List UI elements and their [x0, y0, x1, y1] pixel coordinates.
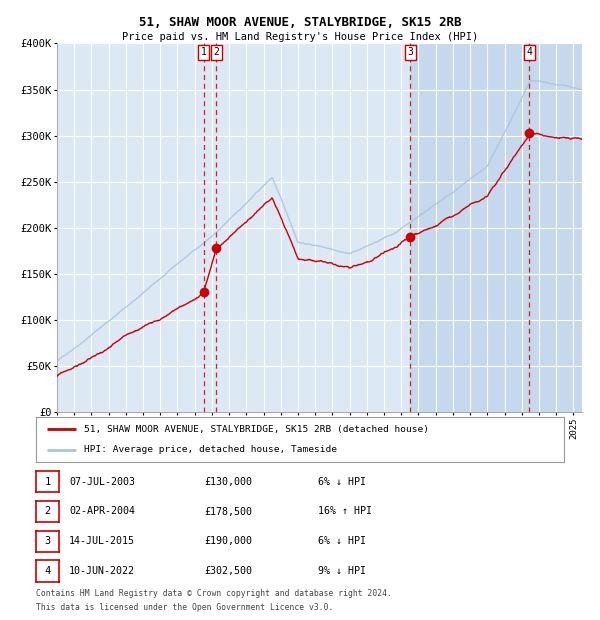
Text: 1: 1: [201, 47, 206, 57]
Text: Price paid vs. HM Land Registry's House Price Index (HPI): Price paid vs. HM Land Registry's House …: [122, 32, 478, 42]
Text: 10-JUN-2022: 10-JUN-2022: [69, 566, 135, 576]
Text: 14-JUL-2015: 14-JUL-2015: [69, 536, 135, 546]
Text: Contains HM Land Registry data © Crown copyright and database right 2024.: Contains HM Land Registry data © Crown c…: [36, 589, 392, 598]
Text: 6% ↓ HPI: 6% ↓ HPI: [318, 536, 366, 546]
Text: £130,000: £130,000: [204, 477, 252, 487]
Text: £190,000: £190,000: [204, 536, 252, 546]
Text: 4: 4: [526, 47, 532, 57]
Text: 16% ↑ HPI: 16% ↑ HPI: [318, 507, 372, 516]
Text: 4: 4: [44, 566, 50, 576]
Text: 51, SHAW MOOR AVENUE, STALYBRIDGE, SK15 2RB: 51, SHAW MOOR AVENUE, STALYBRIDGE, SK15 …: [139, 16, 461, 29]
Text: 9% ↓ HPI: 9% ↓ HPI: [318, 566, 366, 576]
Text: 07-JUL-2003: 07-JUL-2003: [69, 477, 135, 487]
Text: 02-APR-2004: 02-APR-2004: [69, 507, 135, 516]
Text: £302,500: £302,500: [204, 566, 252, 576]
Text: HPI: Average price, detached house, Tameside: HPI: Average price, detached house, Tame…: [83, 445, 337, 454]
Text: 2: 2: [44, 507, 50, 516]
Text: 3: 3: [44, 536, 50, 546]
Text: £178,500: £178,500: [204, 507, 252, 516]
Text: 2: 2: [213, 47, 219, 57]
Text: 1: 1: [44, 477, 50, 487]
Text: This data is licensed under the Open Government Licence v3.0.: This data is licensed under the Open Gov…: [36, 603, 334, 612]
Bar: [410, 43, 600, 412]
Text: 51, SHAW MOOR AVENUE, STALYBRIDGE, SK15 2RB (detached house): 51, SHAW MOOR AVENUE, STALYBRIDGE, SK15 …: [83, 425, 428, 434]
Text: 6% ↓ HPI: 6% ↓ HPI: [318, 477, 366, 487]
Text: 3: 3: [407, 47, 413, 57]
